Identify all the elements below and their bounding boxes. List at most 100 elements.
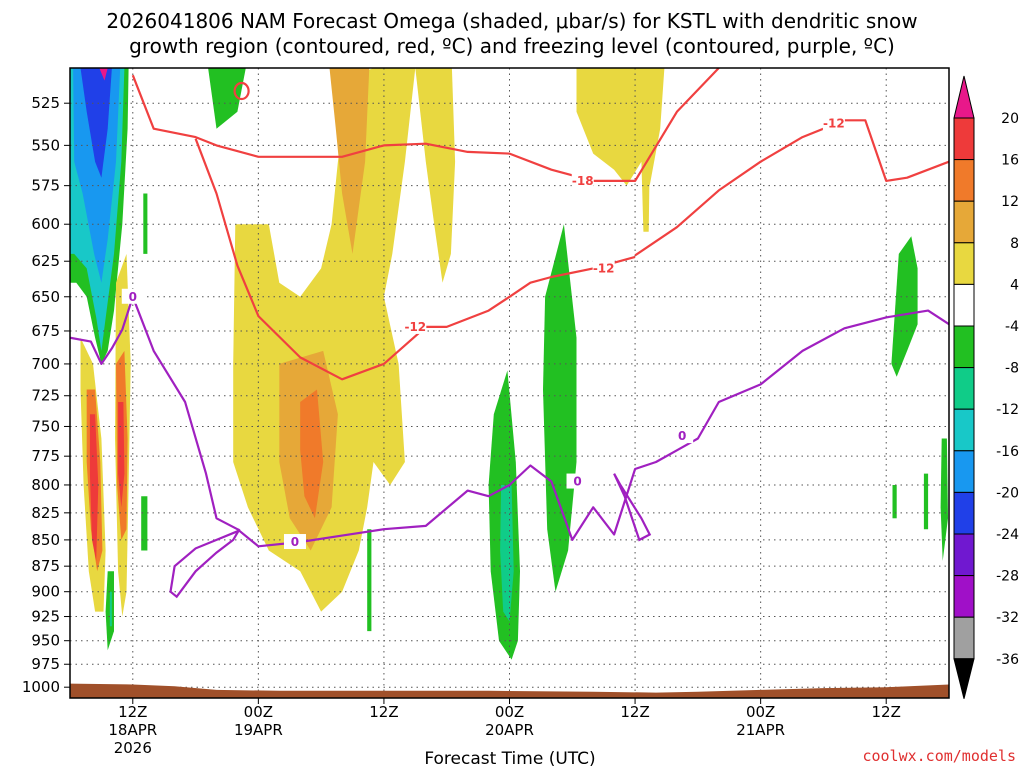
contour-label-bg-6	[566, 473, 589, 489]
colorbar-segment-4	[953, 242, 975, 285]
colorbar-label-2: 12	[1001, 194, 1019, 210]
x-tick-date-1: 19APR	[234, 721, 283, 739]
contour-label-7: 0	[678, 429, 686, 443]
colorbar-label-12: -32	[996, 610, 1019, 626]
contour-label-5: 0	[291, 535, 299, 549]
y-tick-label-875: 875	[31, 557, 60, 575]
x-tick-date-0: 18APR	[108, 721, 157, 739]
omega-band-yellow-center-right	[415, 68, 456, 283]
colorbar-arrow-bottom	[953, 658, 975, 699]
colorbar-segment-9	[953, 450, 975, 493]
colorbar-label-1: 16	[1001, 153, 1019, 169]
chart-title-line-1: 2026041806 NAM Forecast Omega (shaded, μ…	[106, 9, 917, 33]
y-tick-label-700: 700	[31, 355, 60, 373]
contour-label-bg-0	[571, 172, 594, 188]
contour-label-bg-3	[822, 115, 845, 131]
colorbar-label-8: -16	[996, 444, 1019, 460]
y-tick-label-575: 575	[31, 177, 60, 195]
y-tick-label-600: 600	[31, 215, 60, 233]
colorbar-label-0: 20	[1001, 111, 1019, 127]
x-tick-date-5: 21APR	[736, 721, 785, 739]
colorbar-segment-10	[953, 491, 975, 535]
omega-band-green-right-2	[940, 438, 948, 561]
omega-band-green-right-4	[892, 485, 897, 519]
colorbar-label-11: -28	[996, 569, 1019, 585]
y-tick-label-725: 725	[31, 387, 60, 405]
contour-loop-small	[233, 81, 250, 101]
x-tick-label-6: 12Z	[872, 703, 901, 721]
surface-terrain	[70, 683, 949, 698]
colorbar-segment-1	[953, 117, 975, 161]
x-tick-label-2: 12Z	[369, 703, 398, 721]
contour-label-bg-4	[121, 288, 144, 304]
omega-band-gold-center-top	[329, 68, 370, 254]
y-tick-label-975: 975	[31, 655, 60, 673]
y-tick-label-775: 775	[31, 447, 60, 465]
contour-lines: -18 -12 -12 -12 0 0 0 0	[70, 68, 949, 599]
omega-band-red-left	[89, 414, 99, 561]
omega-band-teal-lower-left	[109, 591, 112, 627]
omega-band-lightblue-left	[73, 68, 121, 283]
omega-shading	[70, 68, 948, 660]
contour-label-bg-7	[671, 428, 694, 444]
omega-band-green-top	[208, 68, 246, 129]
colorbar-segment-7	[953, 367, 975, 410]
contour-label-bg-1	[592, 260, 615, 276]
contour-label-6: 0	[573, 475, 581, 489]
y-axis: 525 550 575 600 625 650 675 700 725 750 775 800 825 8…	[22, 94, 70, 696]
omega-band-teal-20apr	[500, 485, 514, 622]
y-tick-label-950: 950	[31, 632, 60, 650]
contour-label-1: -12	[593, 261, 615, 275]
colorbar-segment-5	[953, 283, 975, 327]
y-tick-label-625: 625	[31, 252, 60, 270]
x-tick-date-3: 20APR	[485, 721, 534, 739]
colorbar-label-7: -12	[996, 402, 1019, 418]
grid-lines	[70, 68, 949, 698]
x-tick-label-3: 00Z	[495, 703, 524, 721]
credit-text: coolwx.com/models	[862, 747, 1016, 765]
contour-label-2: -12	[404, 320, 426, 334]
y-tick-label-650: 650	[31, 288, 60, 306]
omega-band-green-thin-3	[367, 529, 372, 632]
freezing-level-loop-2	[613, 473, 652, 542]
colorbar-segment-12	[953, 575, 975, 618]
colorbar-segment-13	[953, 616, 975, 660]
omega-band-yellow-center	[233, 68, 416, 612]
colorbar-segment-3	[953, 200, 975, 244]
colorbar-label-4: 4	[1010, 277, 1019, 293]
contour-label-4: 0	[129, 290, 137, 304]
contour-label-3: -12	[823, 117, 845, 131]
x-tick-label-4: 12Z	[620, 703, 649, 721]
omega-band-orange-center	[300, 389, 324, 519]
contour-label-0: -18	[572, 174, 594, 188]
y-tick-label-800: 800	[31, 476, 60, 494]
chart-title-line-2: growth region (contoured, red, ºC) and f…	[129, 34, 895, 58]
colorbar-label-6: -8	[1005, 361, 1019, 377]
y-tick-label-750: 750	[31, 417, 60, 435]
x-tick-label-5: 00Z	[746, 703, 775, 721]
colorbar-segment-2	[953, 159, 975, 202]
contour-label-bg-5	[283, 534, 306, 550]
freezing-level-loop	[169, 528, 241, 599]
y-tick-label-900: 900	[31, 583, 60, 601]
omega-band-blue-left	[80, 68, 112, 178]
colorbar-label-9: -20	[996, 485, 1019, 501]
colorbar-label-13: -36	[996, 652, 1019, 668]
x-tick-label-0: 12Z	[118, 703, 147, 721]
y-tick-label-850: 850	[31, 531, 60, 549]
colorbar-label-5: -4	[1005, 319, 1019, 335]
colorbar-label-10: -24	[996, 527, 1019, 543]
colorbar-segment-11	[953, 533, 975, 577]
omega-band-yellow-top-right	[576, 68, 665, 186]
omega-band-yellow-drip	[641, 161, 650, 232]
omega-band-magenta-left	[99, 68, 108, 81]
omega-band-green-right-3	[923, 473, 929, 530]
colorbar-segment-6	[953, 325, 975, 369]
colorbar: 20 16 12 8 4 -4 -8 -12 -16 -20 -24 -28 -32 -36	[953, 75, 1019, 699]
x-axis-title: Forecast Time (UTC)	[424, 749, 595, 768]
y-tick-label-675: 675	[31, 322, 60, 340]
omega-band-red-left-2	[118, 402, 125, 508]
x-tick-label-1: 00Z	[244, 703, 273, 721]
